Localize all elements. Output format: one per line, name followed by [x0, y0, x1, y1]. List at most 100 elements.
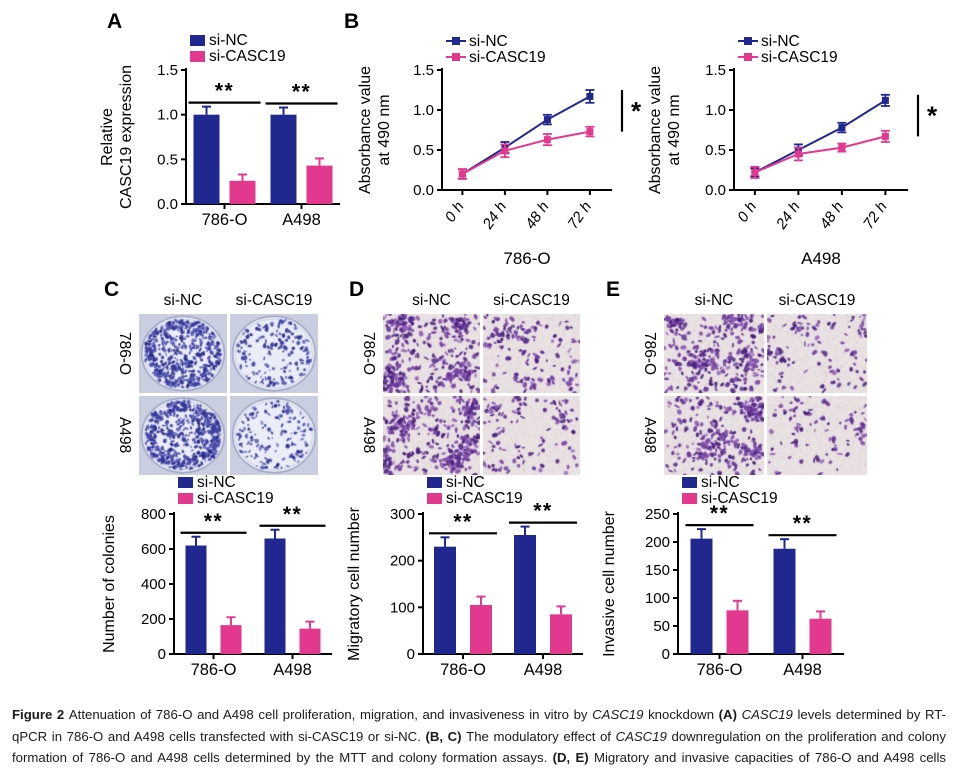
svg-text:1.0: 1.0: [705, 102, 726, 119]
caption-segment: levels determined by RT-qPCR in 786-O an…: [12, 707, 946, 744]
svg-text:**: **: [793, 512, 812, 535]
svg-text:400: 400: [141, 576, 166, 593]
svg-text:**: **: [283, 503, 302, 526]
panel-b-line-chart-786o: Absorbance value at 490 nm 0.0 0.5 1.0 1.5 0 h…: [357, 33, 642, 268]
svg-text:**: **: [292, 81, 311, 104]
svg-text:786-O: 786-O: [503, 249, 550, 268]
grid-spacer: [637, 292, 661, 311]
panel-e-row-label-786o: 786-O: [641, 331, 658, 376]
invasion-image-a498-si-casc19: [767, 396, 867, 475]
caption-segment: knockdown: [643, 707, 719, 723]
svg-text:800: 800: [141, 506, 166, 523]
panel-e-row-label-a498: A498: [641, 417, 658, 454]
svg-text:0.0: 0.0: [705, 182, 726, 199]
svg-text:150: 150: [645, 562, 670, 579]
svg-text:si-CASC19: si-CASC19: [701, 490, 778, 507]
panel-c-column-label-si-nc: si-NC: [163, 292, 203, 309]
svg-text:Relative: Relative: [99, 108, 116, 166]
panel-c-row-label-a498: A498: [116, 417, 133, 454]
svg-text:786-O: 786-O: [202, 211, 248, 229]
svg-text:A498: A498: [273, 661, 312, 679]
svg-text:**: **: [533, 500, 552, 523]
caption-segment: (B, C): [425, 728, 467, 744]
svg-text:si-NC: si-NC: [701, 474, 740, 491]
panel-c-row-label-786o: 786-O: [116, 331, 133, 376]
grid-spacer: [112, 292, 136, 311]
svg-text:1.0: 1.0: [157, 107, 178, 124]
invasion-image-786o-si-casc19: [767, 314, 867, 393]
svg-text:Number of colonies: Number of colonies: [101, 515, 118, 653]
svg-text:100: 100: [390, 599, 415, 616]
caption-segment: downregulation on the proliferation and …: [12, 728, 946, 765]
svg-text:1.5: 1.5: [413, 62, 434, 79]
migration-image-786o-si-casc19: [483, 314, 580, 393]
svg-text:0.5: 0.5: [157, 151, 178, 168]
svg-text:Invasive cell number: Invasive cell number: [601, 510, 618, 657]
svg-text:Absorbance value: Absorbance value: [647, 66, 664, 194]
svg-text:600: 600: [141, 541, 166, 558]
grid-spacer: [356, 292, 380, 311]
svg-text:50: 50: [653, 618, 670, 635]
svg-text:*: *: [927, 101, 938, 131]
panel-e-column-label-si-casc19: si-CASC19: [778, 292, 856, 309]
svg-text:A498: A498: [282, 211, 321, 229]
panel-d-bar-chart: Migratory cell number 0 100 200 300 786-O ** A4…: [346, 474, 583, 679]
svg-text:**: **: [710, 502, 729, 525]
svg-text:0: 0: [158, 646, 166, 663]
svg-text:CASC19 expression: CASC19 expression: [118, 65, 135, 209]
panel-b-line-chart-a498: Absorbance value at 490 nm 0.0 0.5 1.0 1.5 0 h…: [647, 33, 938, 268]
caption-segment: Attenuation of 786-O and A498 cell proli…: [68, 707, 593, 723]
svg-text:**: **: [204, 510, 223, 533]
svg-text:si-CASC19: si-CASC19: [446, 490, 523, 507]
caption-segment: The modulatory effect of: [466, 728, 616, 744]
colony-image-786o-si-casc19: [230, 314, 318, 393]
svg-text:1.0: 1.0: [413, 102, 434, 119]
svg-text:Absorbance value: Absorbance value: [357, 66, 374, 194]
panel-d-column-label-si-nc: si-NC: [412, 292, 451, 309]
svg-text:0 h: 0 h: [442, 199, 468, 226]
panel-d-row-label-a498: A498: [360, 417, 377, 454]
svg-text:A498: A498: [801, 249, 841, 268]
panel-c-bar-chart: Number of colonies 0 200 400 600 800 786-O ** A4…: [101, 474, 332, 679]
migration-image-a498-si-nc: [383, 396, 480, 475]
panel-label-e: E: [606, 278, 621, 301]
svg-text:si-CASC19: si-CASC19: [469, 49, 546, 66]
panel-e-invasion-images: si-NC si-CASC19 786-O A498: [637, 292, 867, 475]
svg-text:A498: A498: [524, 661, 563, 679]
panel-c-column-label-si-casc19: si-CASC19: [235, 292, 313, 309]
panel-e-column-label-si-nc: si-NC: [694, 292, 734, 309]
svg-text:786-O: 786-O: [191, 661, 237, 679]
svg-text:72 h: 72 h: [860, 199, 891, 233]
svg-text:1.5: 1.5: [705, 62, 726, 79]
svg-text:0.5: 0.5: [705, 142, 726, 159]
svg-text:at 490 nm: at 490 nm: [666, 94, 683, 165]
panel-label-d: D: [349, 278, 365, 301]
svg-text:A498: A498: [783, 661, 822, 679]
caption-segment: CASC19: [741, 707, 793, 723]
svg-text:si-NC: si-NC: [197, 474, 236, 491]
colony-image-a498-si-nc: [139, 396, 227, 475]
svg-text:0: 0: [662, 646, 670, 663]
svg-text:**: **: [453, 510, 472, 533]
caption-segment: (D, E): [552, 749, 595, 765]
svg-text:200: 200: [645, 534, 670, 551]
svg-text:100: 100: [645, 590, 670, 607]
caption-segment: CASC19: [615, 728, 667, 744]
panel-label-b: B: [344, 10, 360, 33]
svg-text:1.5: 1.5: [157, 62, 178, 79]
svg-text:200: 200: [390, 553, 415, 570]
svg-text:24 h: 24 h: [479, 199, 510, 233]
panel-d-migration-images: si-NC si-CASC19 786-O A498: [356, 292, 580, 475]
panel-c-colony-images: si-NC si-CASC19 786-O A498: [112, 292, 318, 475]
svg-text:si-CASC19: si-CASC19: [209, 48, 286, 65]
svg-text:200: 200: [141, 611, 166, 628]
panel-e-bar-chart: Invasive cell number 0 50 100 150 200 250 786-O…: [601, 474, 844, 679]
panel-d-row-label-786o: 786-O: [360, 331, 377, 376]
svg-text:*: *: [631, 96, 642, 126]
invasion-image-786o-si-nc: [664, 314, 764, 393]
svg-text:786-O: 786-O: [697, 661, 743, 679]
panel-label-c: C: [104, 278, 120, 301]
svg-text:0.0: 0.0: [157, 196, 178, 213]
invasion-image-a498-si-nc: [664, 396, 764, 475]
